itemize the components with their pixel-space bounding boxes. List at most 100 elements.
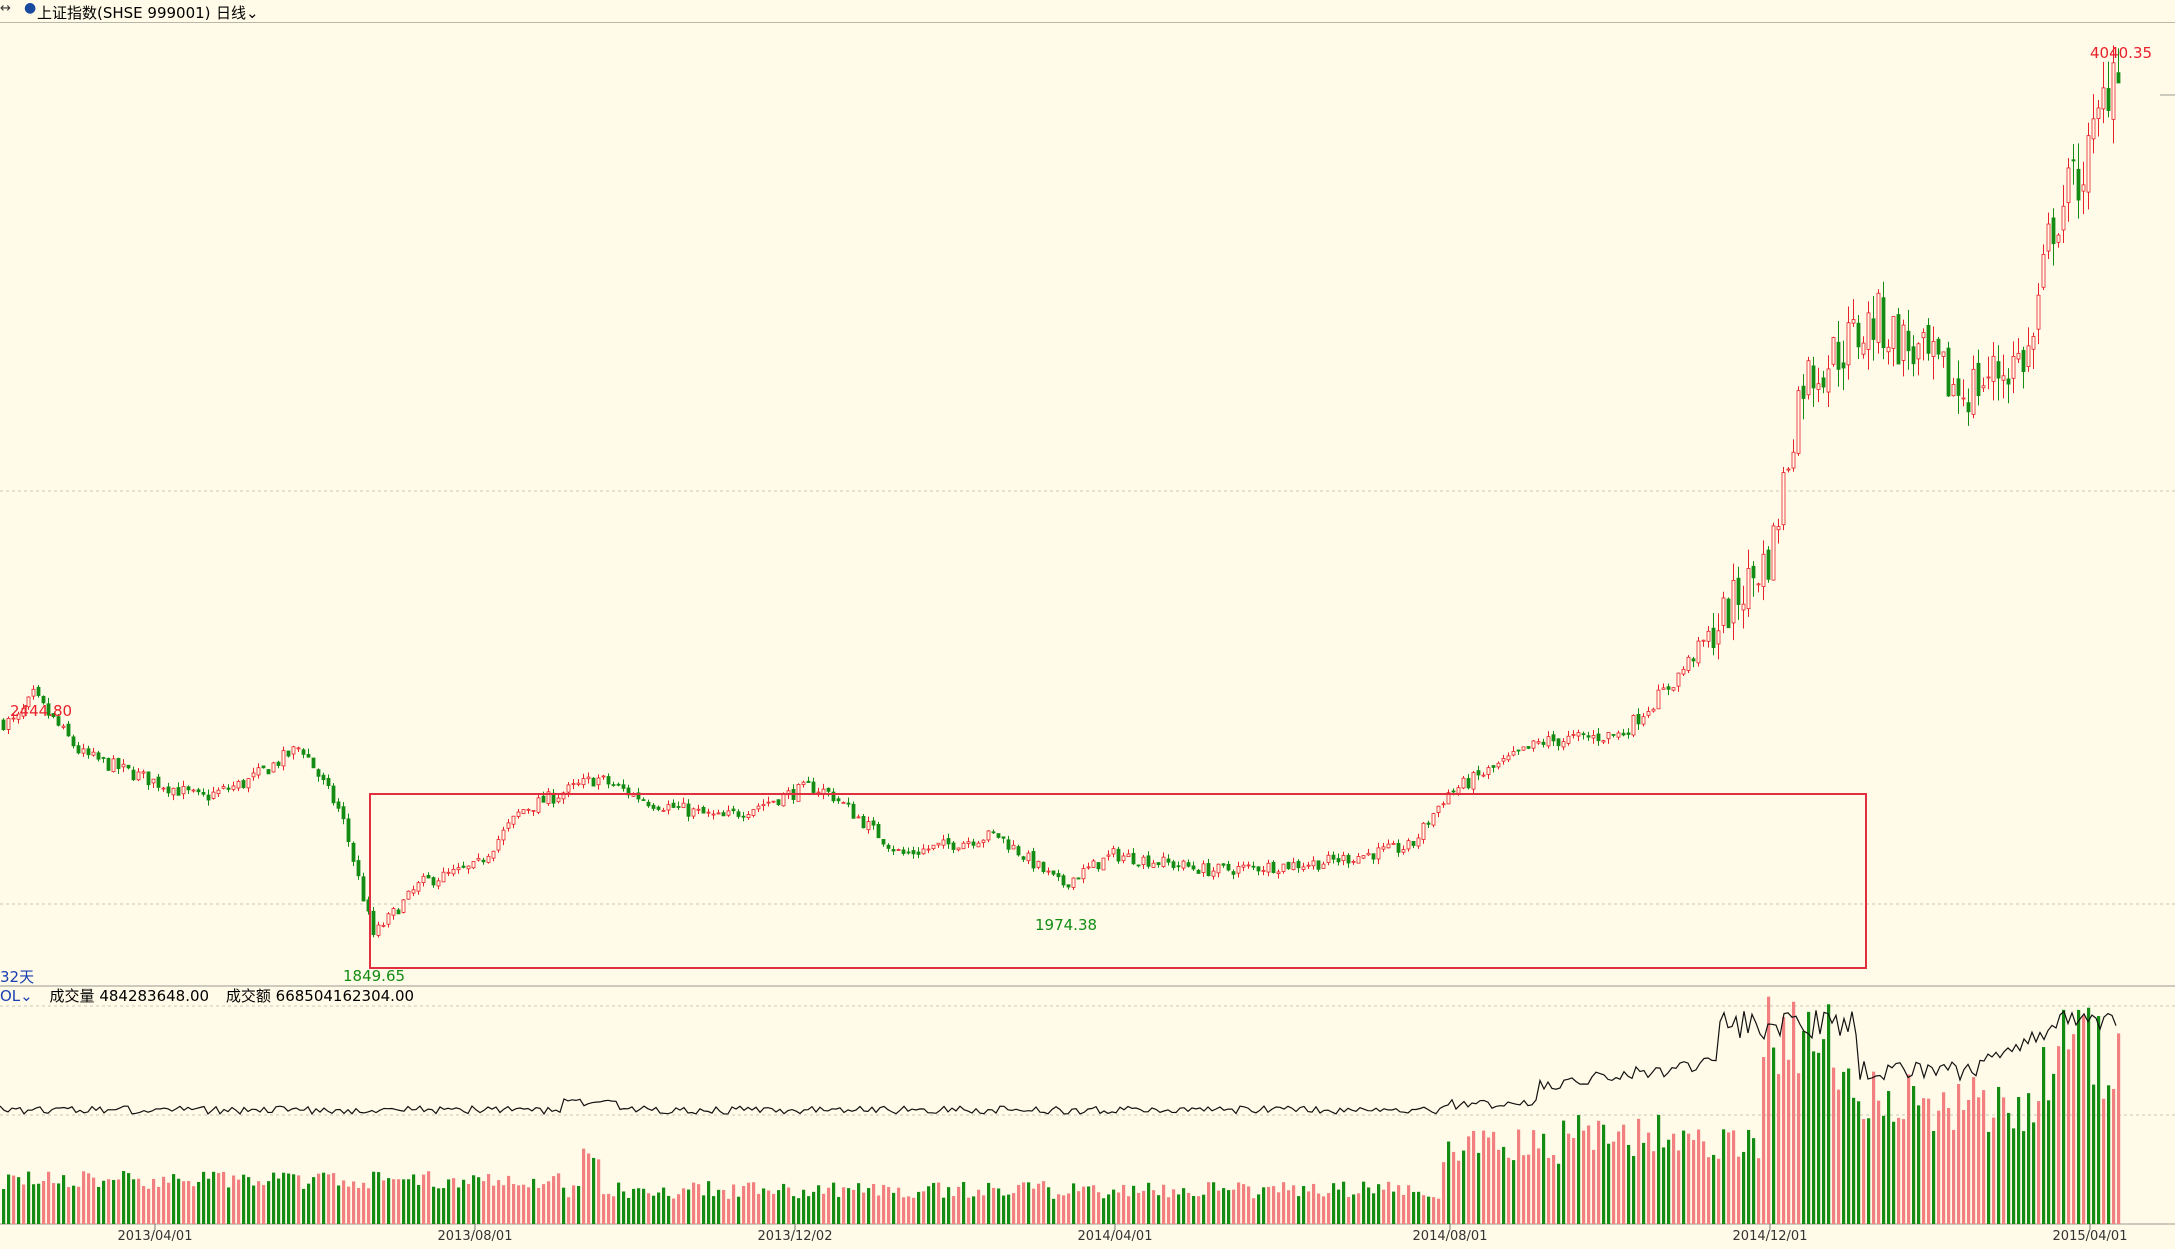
volume-bar bbox=[417, 1184, 421, 1224]
volume-bar bbox=[612, 1196, 616, 1224]
candle-body bbox=[281, 750, 286, 767]
volume-bar bbox=[1702, 1141, 1706, 1224]
volume-bar bbox=[857, 1183, 861, 1224]
candle-body bbox=[1581, 733, 1586, 736]
volume-bar bbox=[1442, 1162, 1446, 1224]
candle-body bbox=[1511, 751, 1516, 756]
candle-body bbox=[381, 924, 386, 927]
candle-body bbox=[286, 750, 291, 757]
volume-bar bbox=[382, 1180, 386, 1224]
candle-body bbox=[291, 746, 296, 755]
volume-bar bbox=[1542, 1133, 1546, 1224]
volume-bar bbox=[552, 1176, 556, 1224]
candle-body bbox=[271, 762, 276, 773]
candle-body bbox=[576, 782, 581, 785]
candle-body bbox=[346, 818, 351, 842]
volume-bar bbox=[1262, 1187, 1266, 1224]
candle-body bbox=[851, 803, 856, 819]
volume-bar bbox=[1332, 1183, 1336, 1224]
candle-body bbox=[1081, 868, 1086, 880]
candle-body bbox=[461, 865, 466, 868]
price-label: 1974.38 bbox=[1035, 916, 1097, 934]
candle-body bbox=[1281, 863, 1286, 872]
volume-bar bbox=[732, 1184, 736, 1224]
volume-bar bbox=[1012, 1193, 1016, 1224]
volume-bar bbox=[162, 1176, 166, 1224]
candle-body bbox=[516, 811, 521, 817]
volume-bar bbox=[1112, 1189, 1116, 1224]
volume-bar bbox=[2112, 1088, 2116, 1224]
volume-bar bbox=[457, 1187, 461, 1224]
volume-bar bbox=[1252, 1198, 1256, 1224]
volume-bar bbox=[1187, 1192, 1191, 1224]
volume-bar bbox=[57, 1183, 61, 1224]
volume-bar bbox=[682, 1188, 686, 1224]
volume-bar bbox=[42, 1181, 46, 1224]
candle-body bbox=[1966, 402, 1971, 413]
volume-bar bbox=[1582, 1130, 1586, 1224]
candle-body bbox=[1586, 735, 1591, 738]
candle-body bbox=[456, 867, 461, 871]
volume-bar bbox=[202, 1171, 206, 1224]
volume-bar bbox=[832, 1182, 836, 1224]
candle-body bbox=[491, 850, 496, 859]
period-selector[interactable]: 日线⌄ bbox=[216, 2, 259, 23]
candle-body bbox=[991, 831, 996, 834]
candle-body bbox=[1851, 319, 1856, 324]
volume-bar bbox=[77, 1186, 81, 1224]
volume-bar bbox=[1937, 1110, 1941, 1224]
candle-body bbox=[1001, 836, 1006, 839]
bullet-icon: ● bbox=[24, 0, 37, 16]
candle-body bbox=[1841, 362, 1846, 369]
volume-bar bbox=[277, 1178, 281, 1224]
volume-bar bbox=[1402, 1194, 1406, 1224]
volume-bar bbox=[717, 1189, 721, 1224]
volume-bar bbox=[502, 1185, 506, 1224]
candle-body bbox=[1781, 472, 1786, 526]
volume-bar bbox=[972, 1196, 976, 1224]
volume-bar bbox=[792, 1196, 796, 1224]
candle-body bbox=[936, 842, 941, 846]
candle-body bbox=[1691, 658, 1696, 662]
candle-body bbox=[1501, 758, 1506, 762]
volume-bar bbox=[347, 1186, 351, 1224]
volume-bar bbox=[1692, 1140, 1696, 1224]
volume-bar bbox=[482, 1181, 486, 1224]
indicator-selector[interactable]: OL⌄ bbox=[0, 987, 33, 1005]
volume-bar bbox=[1887, 1091, 1891, 1224]
candle-body bbox=[1141, 856, 1146, 866]
chevron-down-icon: ⌄ bbox=[20, 987, 33, 1005]
candle-body bbox=[1291, 862, 1296, 870]
candle-body bbox=[156, 776, 161, 788]
candle-body bbox=[956, 847, 961, 851]
amount-line bbox=[0, 1010, 2117, 1115]
cursor-arrows-icon[interactable]: ↔ bbox=[0, 1, 11, 16]
volume-bar bbox=[977, 1189, 981, 1224]
volume-bar bbox=[1382, 1189, 1386, 1224]
volume-bar bbox=[2032, 1122, 2036, 1224]
candle-body bbox=[1136, 864, 1141, 867]
price-label: 2444.80 bbox=[10, 702, 72, 720]
candle-body bbox=[861, 815, 866, 829]
candle-body bbox=[411, 889, 416, 894]
candle-body bbox=[2026, 345, 2031, 367]
candle-body bbox=[1561, 741, 1566, 748]
candle-body bbox=[1351, 860, 1356, 863]
candle-body bbox=[96, 752, 101, 760]
candle-body bbox=[216, 789, 221, 795]
candle-body bbox=[651, 804, 656, 809]
volume-bar bbox=[577, 1185, 581, 1224]
candle-body bbox=[1871, 318, 1876, 340]
volume-bar bbox=[97, 1186, 101, 1224]
volume-bar bbox=[1737, 1156, 1741, 1224]
volume-bar bbox=[1027, 1182, 1031, 1224]
candle-body bbox=[2021, 349, 2026, 373]
volume-bar bbox=[672, 1198, 676, 1224]
volume-bar bbox=[1832, 1067, 1836, 1224]
candle-body bbox=[151, 778, 156, 784]
volume-bar bbox=[437, 1188, 441, 1224]
volume-bar bbox=[727, 1198, 731, 1224]
candle-body bbox=[736, 811, 741, 817]
candle-body bbox=[756, 805, 761, 810]
